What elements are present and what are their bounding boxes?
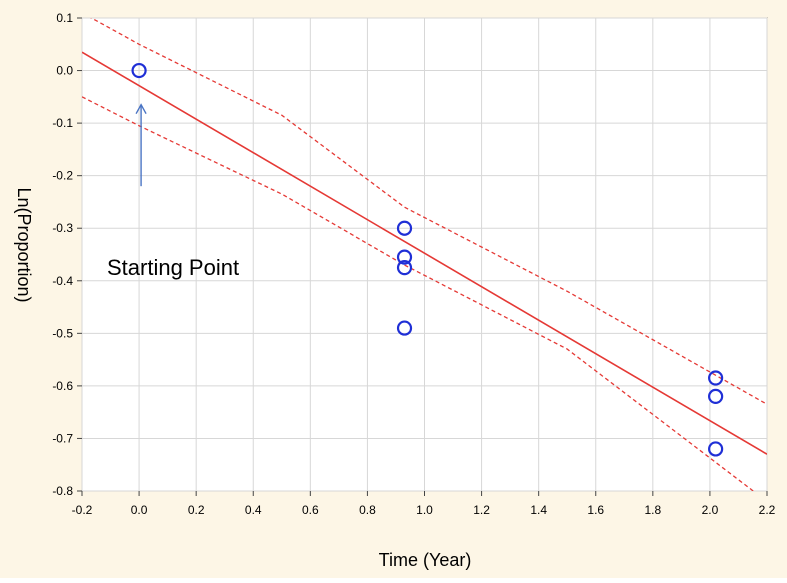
x-tick-label: 0.8 <box>359 503 376 517</box>
y-tick-label: 0.0 <box>56 64 73 78</box>
y-tick-label: -0.3 <box>52 221 73 235</box>
data-point <box>396 249 413 265</box>
x-tick-label: 1.0 <box>416 503 433 517</box>
data-point <box>708 441 724 457</box>
x-tick-label: 0.4 <box>245 503 262 517</box>
data-point <box>396 220 413 236</box>
axis-ticks: -0.2 0.0 0.2 0.4 0.6 0.8 1.0 1.2 1.4 1.6 1.8 2.0 2.2… <box>52 11 775 517</box>
y-tick-label: -0.8 <box>52 484 73 498</box>
y-tick-label: -0.1 <box>52 116 73 130</box>
y-tick-label: -0.5 <box>52 326 73 340</box>
data-point <box>708 370 724 386</box>
grid <box>81 17 768 492</box>
starting-point-label: Starting Point <box>107 255 239 280</box>
data-points <box>131 62 724 457</box>
data-point <box>131 62 147 79</box>
x-tick-label: 2.0 <box>702 503 719 517</box>
x-tick-label: -0.2 <box>72 503 93 517</box>
y-axis-label: Ln(Proportion) <box>14 187 34 302</box>
fit-lines <box>82 18 767 491</box>
regression-line <box>82 51 767 455</box>
data-point <box>708 388 724 404</box>
arrowhead-icon <box>135 103 147 115</box>
y-tick-label: -0.4 <box>52 274 73 288</box>
y-tick-label: 0.1 <box>56 11 73 25</box>
x-tick-label: 1.8 <box>644 503 661 517</box>
data-point <box>396 260 413 276</box>
x-tick-label: 0.6 <box>302 503 319 517</box>
data-point <box>396 320 413 336</box>
x-tick-label: 0.0 <box>131 503 148 517</box>
y-tick-label: -0.7 <box>52 431 73 445</box>
x-tick-label: 0.2 <box>188 503 205 517</box>
upper-confidence-band <box>90 18 767 405</box>
y-tick-label: -0.2 <box>52 169 73 183</box>
lower-confidence-band <box>82 96 755 491</box>
x-tick-label: 1.4 <box>530 503 547 517</box>
x-tick-label: 2.2 <box>759 503 776 517</box>
annotation-layer: Starting Point <box>107 103 239 280</box>
x-tick-label: 1.2 <box>473 503 490 517</box>
x-tick-label: 1.6 <box>587 503 604 517</box>
x-axis-label: Time (Year) <box>379 550 472 570</box>
y-tick-label: -0.6 <box>52 379 73 393</box>
